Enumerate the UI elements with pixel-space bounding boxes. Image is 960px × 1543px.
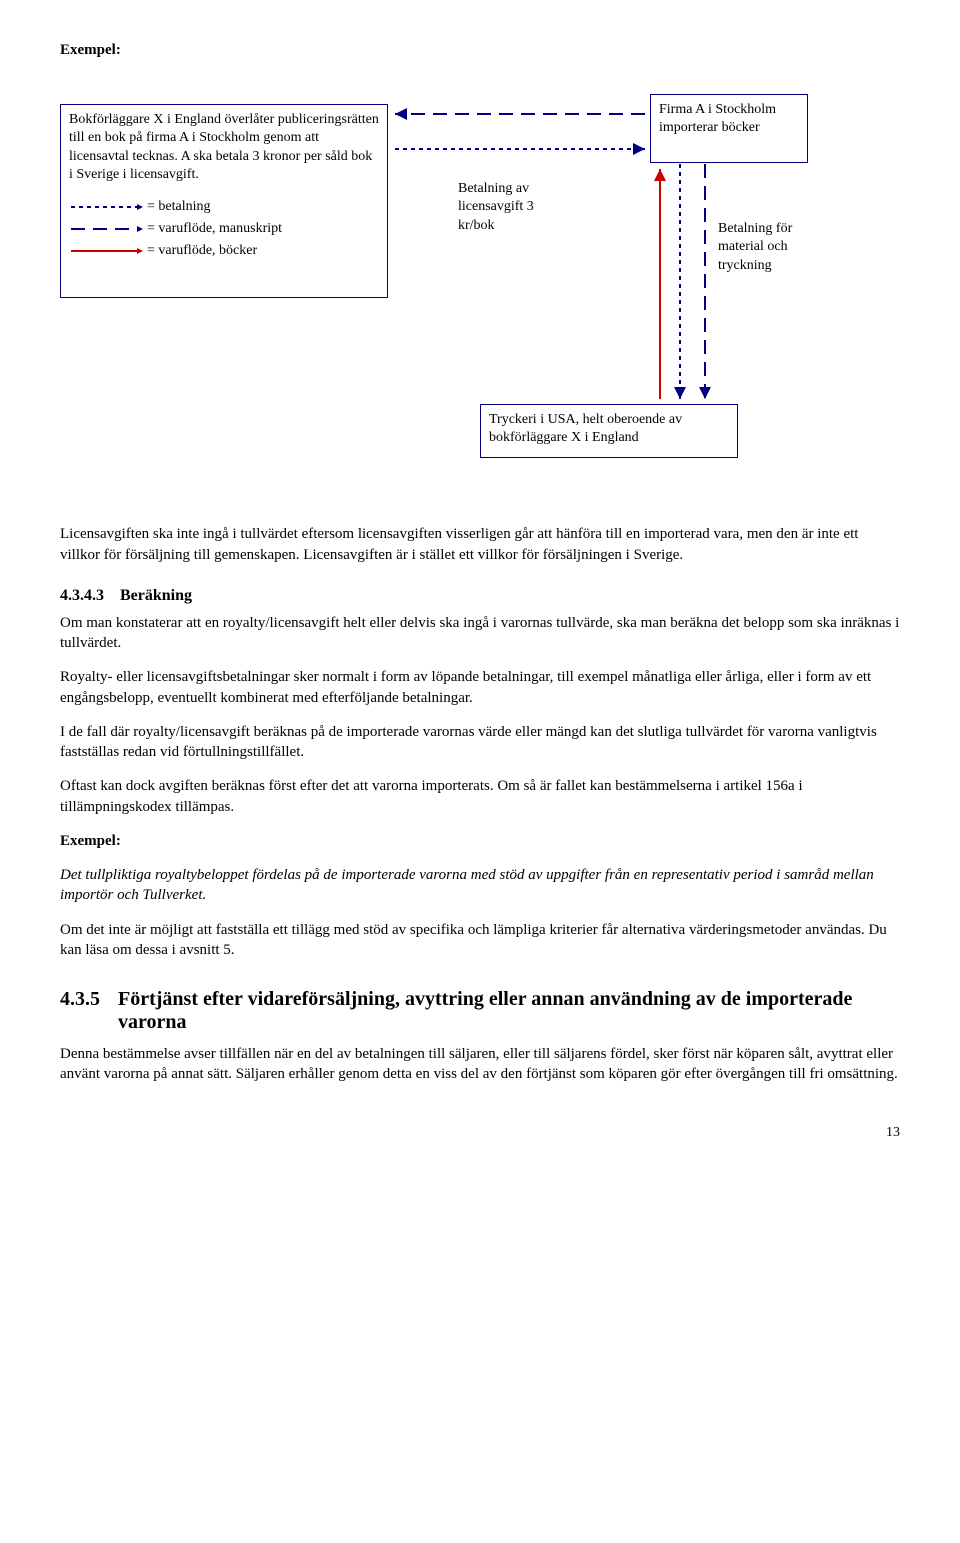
legend-bocker-label: = varuflöde, böcker [147, 242, 257, 260]
betalning-av-label: Betalning av licensavgift 3 kr/bok [450, 174, 576, 241]
legend-manuskript: = varuflöde, manuskript [69, 220, 379, 238]
paragraph-8: Denna bestämmelse avser tillfällen när e… [60, 1044, 900, 1085]
heading2-title: Förtjänst efter vidareförsäljning, avytt… [118, 988, 900, 1034]
paragraph-5: Oftast kan dock avgiften beräknas först … [60, 776, 900, 817]
paragraph-2: Om man konstaterar att en royalty/licens… [60, 613, 900, 654]
heading-berakning: 4.3.4.3 Beräkning [60, 587, 900, 605]
heading2-num: 4.3.5 [60, 988, 118, 1034]
legend-manuskript-label: = varuflöde, manuskript [147, 220, 282, 238]
legend-betalning: = betalning [69, 198, 379, 216]
heading-num: 4.3.4.3 [60, 587, 104, 604]
paragraph-4: I de fall där royalty/licensavgift beräk… [60, 722, 900, 763]
flow-diagram: Bokförläggare X i England överlåter publ… [60, 74, 900, 494]
publisher-text: Bokförläggare X i England överlåter publ… [69, 111, 379, 184]
heading-fortjanst: 4.3.5 Förtjänst efter vidareförsäljning,… [60, 988, 900, 1034]
betalning-for-label: Betalning för material och tryckning [710, 214, 826, 281]
paragraph-1: Licensavgiften ska inte ingå i tullvärde… [60, 524, 900, 565]
legend-bocker: = varuflöde, böcker [69, 242, 379, 260]
paragraph-3: Royalty- eller licensavgiftsbetalningar … [60, 667, 900, 708]
firma-box: Firma A i Stockholm importerar böcker [650, 94, 808, 163]
exempel2-heading: Exempel: [60, 831, 900, 851]
paragraph-7: Om det inte är möjligt att fastställa et… [60, 920, 900, 961]
exempel-heading: Exempel: [60, 40, 900, 60]
heading-title: Beräkning [120, 587, 192, 604]
page-number: 13 [60, 1125, 900, 1141]
paragraph-6: Det tullpliktiga royaltybeloppet fördela… [60, 865, 900, 906]
legend-betalning-label: = betalning [147, 198, 211, 216]
publisher-box: Bokförläggare X i England överlåter publ… [60, 104, 388, 298]
tryckeri-box: Tryckeri i USA, helt oberoende av bokför… [480, 404, 738, 458]
